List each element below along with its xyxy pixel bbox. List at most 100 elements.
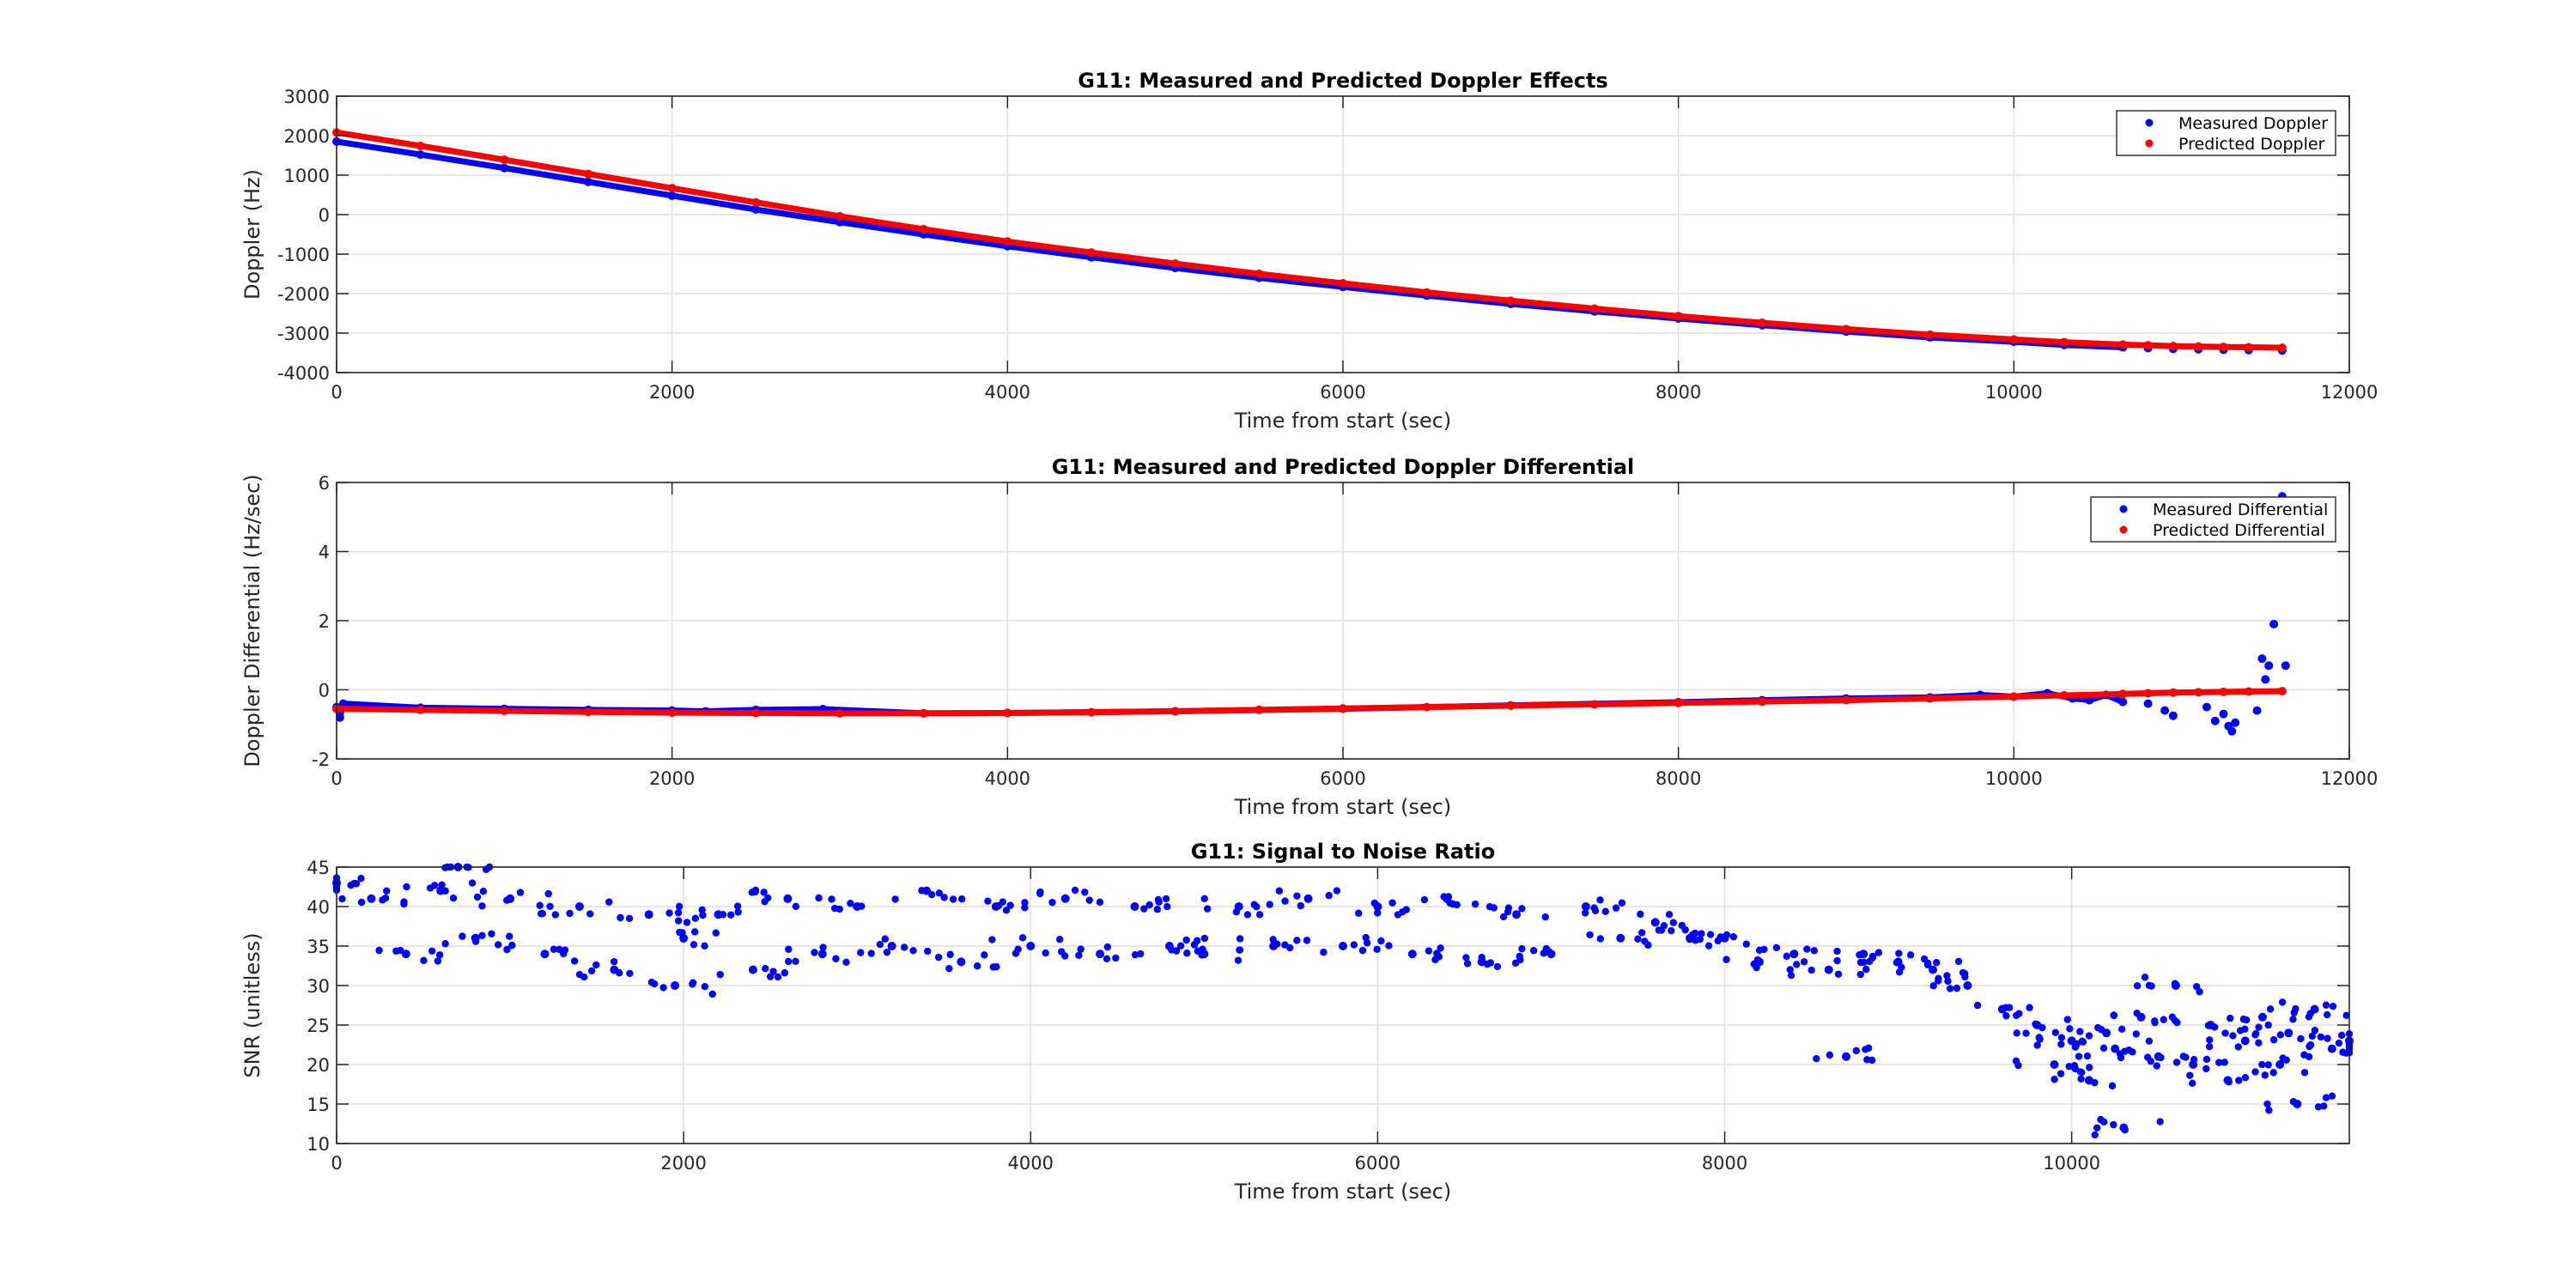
data-point xyxy=(1275,887,1284,895)
data-point xyxy=(2075,1053,2083,1060)
data-point xyxy=(2276,1031,2285,1039)
data-point xyxy=(2210,716,2220,725)
data-point xyxy=(1096,898,1104,907)
data-point xyxy=(1826,1051,1834,1059)
data-point xyxy=(751,886,760,895)
data-point xyxy=(945,964,953,973)
data-point xyxy=(1130,902,1139,911)
data-point xyxy=(2143,1053,2152,1061)
data-point xyxy=(1103,955,1111,963)
data-point xyxy=(2314,1103,2323,1111)
data-point xyxy=(1437,944,1444,952)
data-point xyxy=(2073,1040,2081,1048)
data-point xyxy=(478,931,486,939)
data-point xyxy=(934,953,943,962)
data-point xyxy=(2289,1098,2298,1106)
data-point xyxy=(1320,949,1327,956)
data-point xyxy=(1003,237,1012,246)
data-point xyxy=(689,980,696,988)
data-point xyxy=(1170,707,1180,716)
data-point xyxy=(1075,951,1083,960)
data-point xyxy=(1281,897,1289,905)
data-point xyxy=(2269,1069,2277,1077)
data-point xyxy=(698,906,706,914)
data-point xyxy=(2261,1071,2269,1079)
data-point xyxy=(1199,945,1206,953)
data-point xyxy=(1444,893,1453,901)
legend: Measured Doppler Predicted Doppler xyxy=(2116,110,2336,156)
data-point xyxy=(1793,961,1801,968)
data-point xyxy=(1407,949,1417,959)
x-tick-label: 4000 xyxy=(1008,1153,1054,1174)
data-point xyxy=(2059,337,2069,347)
data-point xyxy=(2005,1004,2014,1011)
data-point xyxy=(1255,270,1264,278)
data-point xyxy=(1471,900,1479,908)
series-predicted-doppler xyxy=(332,128,2287,353)
legend-marker xyxy=(2145,118,2154,127)
data-point xyxy=(2013,1029,2020,1037)
data-point xyxy=(2225,1078,2233,1086)
data-point xyxy=(2186,1071,2194,1079)
data-point xyxy=(1935,977,1942,985)
data-point xyxy=(1182,936,1190,944)
data-point xyxy=(699,911,707,919)
y-tick-label: 6 xyxy=(319,473,330,494)
data-point xyxy=(2057,1040,2065,1048)
data-point xyxy=(1018,934,1027,942)
data-point xyxy=(2157,1053,2165,1062)
data-point xyxy=(1293,937,1301,944)
data-point xyxy=(1681,925,1689,934)
data-point xyxy=(2300,1051,2308,1059)
data-point xyxy=(1002,907,1011,914)
data-point xyxy=(766,973,775,980)
data-point xyxy=(580,973,588,981)
data-point xyxy=(1601,907,1609,915)
data-point xyxy=(367,894,376,903)
data-point xyxy=(734,908,742,916)
data-point xyxy=(2172,1059,2181,1066)
y-tick-label: 25 xyxy=(307,1016,330,1036)
data-point xyxy=(792,957,799,966)
data-point xyxy=(1060,894,1070,903)
x-tick-label: 6000 xyxy=(1320,382,1365,403)
data-point xyxy=(1493,962,1502,971)
data-point xyxy=(1586,931,1594,939)
data-point xyxy=(691,914,699,922)
data-point xyxy=(2269,620,2279,629)
data-point xyxy=(2014,1061,2022,1070)
data-point xyxy=(2070,1062,2079,1070)
data-point xyxy=(2179,1053,2187,1060)
data-point xyxy=(1462,954,1470,962)
data-point xyxy=(1862,1046,1869,1053)
data-point xyxy=(733,902,742,910)
legend-label: Predicted Doppler xyxy=(2178,135,2325,154)
data-point xyxy=(1954,957,1963,966)
data-point xyxy=(2032,1020,2039,1028)
data-point xyxy=(667,708,677,718)
legend-label: Predicted Differential xyxy=(2153,521,2325,540)
data-point xyxy=(1394,911,1402,919)
x-tick-label: 6000 xyxy=(1320,768,1365,789)
data-point xyxy=(2143,699,2153,708)
data-point xyxy=(626,969,634,978)
data-point xyxy=(503,896,511,904)
data-point xyxy=(676,928,683,937)
data-point xyxy=(1824,965,1833,974)
data-point xyxy=(1463,960,1472,968)
data-point xyxy=(468,879,477,887)
data-point xyxy=(2257,1012,2267,1022)
data-point xyxy=(2117,1025,2126,1034)
data-point xyxy=(1506,296,1516,306)
data-point xyxy=(2227,726,2237,736)
data-point xyxy=(1048,898,1056,907)
data-point xyxy=(1193,937,1201,944)
data-point xyxy=(550,945,558,953)
data-point xyxy=(918,887,926,895)
data-point xyxy=(1924,959,1932,968)
data-point xyxy=(397,946,404,955)
data-point xyxy=(1154,895,1163,904)
data-point xyxy=(2118,689,2128,699)
data-point xyxy=(584,707,592,717)
